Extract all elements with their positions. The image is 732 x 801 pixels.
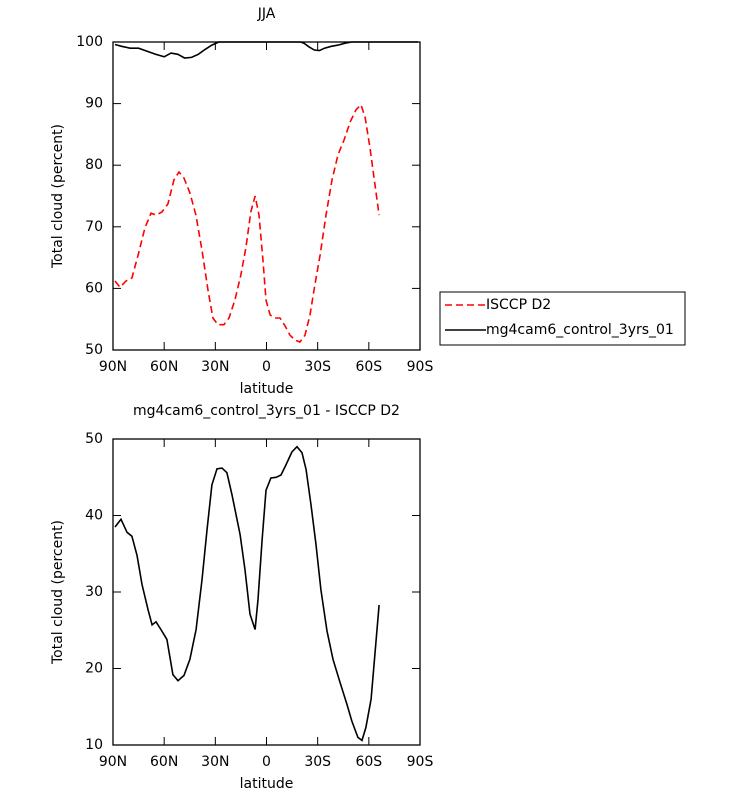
x-tick-label: 60S [355,359,382,375]
x-axis-label: latitude [240,776,294,792]
x-tick-label: 0 [262,359,271,375]
y-tick-label: 80 [85,157,103,173]
data-line [114,103,380,343]
x-tick-label: 30N [201,754,229,770]
y-tick-label: 50 [85,342,103,358]
x-tick-label: 30N [201,359,229,375]
chart-title: JJA [257,6,276,22]
x-tick-label: 90N [99,359,127,375]
x-tick-label: 90S [407,754,434,770]
y-tick-label: 60 [85,280,103,296]
y-tick-label: 50 [85,431,103,447]
plot-frame [112,438,421,746]
x-tick-label: 30S [304,359,331,375]
y-tick-label: 90 [85,96,103,112]
y-tick-label: 30 [85,584,103,600]
x-axis-label: latitude [240,381,294,397]
chart-title: mg4cam6_control_3yrs_01 - ISCCP D2 [133,403,400,419]
y-tick-label: 10 [85,737,103,753]
y-tick-label: 100 [76,34,103,50]
legend-label: ISCCP D2 [486,297,551,313]
data-line [114,445,380,742]
legend-label: mg4cam6_control_3yrs_01 [486,322,674,338]
legend-box [439,291,686,346]
x-tick-label: 0 [262,754,271,770]
y-tick-label: 20 [85,661,103,677]
data-line [114,41,418,59]
y-tick-label: 40 [85,508,103,524]
x-tick-label: 60N [150,754,178,770]
y-axis-label: Total cloud (percent) [50,520,66,665]
y-tick-label: 70 [85,219,103,235]
x-tick-label: 60S [355,754,382,770]
x-tick-label: 90S [407,359,434,375]
x-tick-label: 30S [304,754,331,770]
x-tick-label: 60N [150,359,178,375]
y-axis-label: Total cloud (percent) [50,124,66,269]
x-tick-label: 90N [99,754,127,770]
